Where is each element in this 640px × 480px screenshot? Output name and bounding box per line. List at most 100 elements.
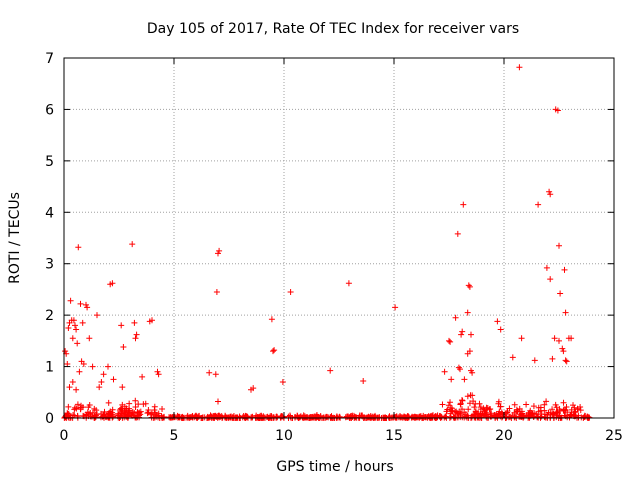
baseline-point	[506, 405, 513, 412]
data-point	[560, 348, 567, 355]
data-point	[94, 312, 100, 319]
baseline-point	[124, 408, 131, 415]
data-point	[270, 348, 276, 355]
y-axis-label: ROTI / TECUs	[7, 192, 23, 284]
data-point	[509, 354, 516, 361]
baseline-point	[564, 409, 571, 416]
baseline-point	[126, 400, 133, 407]
data-point	[441, 368, 448, 375]
baseline-point	[135, 401, 142, 408]
x-axis-label: GPS time / hours	[276, 459, 393, 475]
data-point	[466, 283, 473, 290]
data-point	[215, 398, 221, 405]
data-point	[86, 335, 93, 342]
baseline-point	[65, 403, 72, 410]
baseline-point	[140, 401, 147, 408]
baseline-point	[439, 401, 446, 408]
data-point	[543, 264, 550, 271]
baseline-point	[517, 411, 524, 418]
baseline-point	[109, 406, 116, 413]
data-point	[559, 345, 566, 352]
x-tick-label: 15	[385, 428, 403, 444]
baseline-point	[327, 414, 334, 421]
data-point	[549, 355, 556, 362]
baseline-point	[89, 409, 96, 416]
x-tick-label: 25	[605, 428, 623, 444]
data-point	[458, 331, 465, 338]
data-point	[149, 317, 155, 324]
baseline-point	[71, 412, 78, 419]
y-tick-label: 0	[45, 411, 54, 427]
baseline-point	[117, 405, 124, 412]
grid-lines	[64, 58, 614, 418]
baseline-point	[516, 405, 523, 412]
baseline-point	[563, 404, 570, 411]
baseline-point	[136, 410, 143, 417]
data-point	[497, 326, 504, 333]
data-point	[100, 371, 107, 378]
data-point	[554, 107, 561, 114]
y-tick-label: 6	[45, 102, 54, 118]
baseline-point	[144, 410, 151, 417]
y-tick-label: 5	[45, 154, 54, 170]
baseline-point	[234, 414, 241, 421]
data-point	[69, 335, 76, 342]
baseline-point	[465, 406, 472, 413]
axis-ticks: 0 5 10 15 20 25 0 1 2 3 4 5 6 7	[45, 51, 623, 444]
data-point	[66, 384, 73, 391]
baseline-point	[513, 408, 520, 415]
baseline-point	[73, 405, 80, 412]
data-point	[556, 337, 562, 344]
data-point	[568, 335, 575, 342]
baseline-point	[132, 403, 139, 410]
data-point	[360, 377, 367, 384]
data-point	[447, 338, 454, 345]
data-point	[73, 386, 80, 393]
data-point	[345, 280, 352, 287]
baseline-point	[487, 411, 494, 418]
data-point	[551, 335, 558, 342]
data-point	[72, 322, 78, 329]
baseline-point	[464, 393, 471, 400]
y-tick-label: 7	[45, 51, 54, 67]
baseline-point	[471, 412, 478, 419]
baseline-point	[427, 413, 434, 420]
baseline-point	[477, 404, 484, 411]
baseline-point	[93, 412, 100, 419]
baseline-point	[574, 406, 581, 413]
baseline-point	[101, 408, 108, 415]
baseline-point	[243, 414, 250, 421]
data-point	[206, 369, 213, 376]
data-point	[69, 379, 76, 385]
baseline-point	[447, 399, 454, 406]
data-point	[516, 64, 523, 71]
data-point	[64, 361, 71, 367]
baseline-point	[477, 414, 484, 421]
baseline-point	[115, 412, 122, 419]
data-point	[96, 384, 103, 391]
data-point	[452, 314, 459, 321]
baseline-point	[484, 405, 491, 412]
baseline-point	[86, 401, 93, 408]
data-point	[75, 244, 82, 251]
baseline-point	[61, 413, 68, 420]
plot-frame	[63, 57, 615, 419]
baseline-point	[530, 413, 537, 420]
baseline-point	[577, 407, 584, 414]
data-point	[562, 357, 569, 364]
data-point	[468, 331, 474, 338]
x-tick-label: 5	[170, 428, 179, 444]
data-point	[77, 300, 84, 307]
data-point	[118, 322, 125, 329]
data-point	[76, 368, 83, 375]
baseline-point	[300, 412, 307, 419]
baseline-point	[523, 412, 530, 419]
baseline-point	[145, 407, 152, 414]
data-point	[70, 317, 77, 324]
data-point	[79, 319, 86, 326]
baseline-point	[71, 404, 78, 411]
data-point	[392, 304, 399, 311]
baseline-point	[495, 398, 502, 405]
data-point	[131, 319, 138, 326]
baseline-point	[273, 413, 280, 420]
